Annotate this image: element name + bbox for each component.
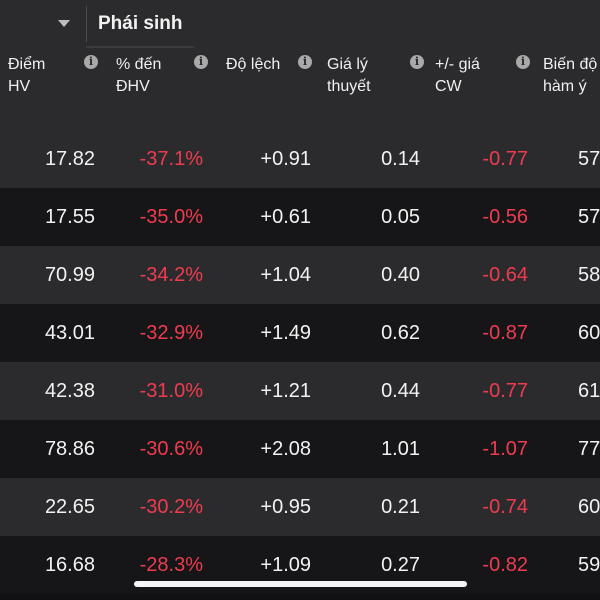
table-row[interactable]: 17.82 -37.1% +0.91 0.14 -0.77 57 bbox=[0, 130, 600, 188]
cell-bien-do: 59 bbox=[578, 554, 600, 576]
cell-gia-cw: -0.64 bbox=[482, 264, 528, 286]
cell-bien-do: 61 bbox=[578, 380, 600, 402]
column-header-line: HV bbox=[8, 78, 31, 95]
cell-do-lech: +0.95 bbox=[260, 496, 311, 518]
cell-do-lech: +0.91 bbox=[260, 148, 311, 170]
cell-gia-cw: -0.74 bbox=[482, 496, 528, 518]
cell-bien-do: 57 bbox=[578, 148, 600, 170]
column-header-line: ĐHV bbox=[116, 78, 150, 95]
column-header-line: % đến bbox=[116, 56, 162, 73]
home-indicator[interactable] bbox=[134, 581, 467, 587]
cell-pct-dhv: -30.6% bbox=[139, 438, 203, 460]
cell-gia-ly-thuyet: 0.62 bbox=[381, 322, 420, 344]
column-header-line: thuyết bbox=[327, 78, 371, 95]
cell-do-lech: +1.49 bbox=[260, 322, 311, 344]
cell-gia-cw: -0.77 bbox=[482, 380, 528, 402]
cell-gia-ly-thuyet: 0.27 bbox=[381, 554, 420, 576]
cell-do-lech: +0.61 bbox=[260, 206, 311, 228]
table-row[interactable]: 70.99 -34.2% +1.04 0.40 -0.64 58 bbox=[0, 246, 600, 304]
cell-bien-do: 57 bbox=[578, 206, 600, 228]
cell-diem-hv: 78.86 bbox=[44, 438, 95, 460]
column-header-line: Điểm bbox=[8, 56, 46, 73]
column-header-do-lech[interactable]: Độ lệch bbox=[226, 54, 280, 76]
cell-pct-dhv: -32.9% bbox=[139, 322, 203, 344]
cell-diem-hv: 16.68 bbox=[44, 554, 95, 576]
cell-gia-ly-thuyet: 0.14 bbox=[381, 148, 420, 170]
cell-diem-hv: 42.38 bbox=[44, 380, 95, 402]
column-header-gia-ly-thuyet[interactable]: Giá lý thuyết bbox=[327, 54, 371, 98]
table-row[interactable]: 17.55 -35.0% +0.61 0.05 -0.56 57 bbox=[0, 188, 600, 246]
tab-divider bbox=[86, 6, 87, 42]
cell-pct-dhv: -30.2% bbox=[139, 496, 203, 518]
table-body: 17.82 -37.1% +0.91 0.14 -0.77 57 17.55 -… bbox=[0, 130, 600, 594]
info-icon[interactable]: i bbox=[516, 55, 530, 69]
column-header-line: Biến độ bbox=[543, 56, 598, 73]
info-icon[interactable]: i bbox=[194, 55, 208, 69]
cell-do-lech: +1.09 bbox=[260, 554, 311, 576]
cell-gia-ly-thuyet: 1.01 bbox=[381, 438, 420, 460]
table-row[interactable]: 22.65 -30.2% +0.95 0.21 -0.74 60 bbox=[0, 478, 600, 536]
cell-gia-ly-thuyet: 0.21 bbox=[381, 496, 420, 518]
cell-do-lech: +2.08 bbox=[260, 438, 311, 460]
column-header-pct-dhv[interactable]: % đến ĐHV bbox=[116, 54, 161, 98]
cell-diem-hv: 43.01 bbox=[44, 322, 95, 344]
info-icon[interactable]: i bbox=[84, 55, 98, 69]
cell-bien-do: 58 bbox=[578, 264, 600, 286]
cell-gia-cw: -0.82 bbox=[482, 554, 528, 576]
table-header: Điểm HV i % đến ĐHV i Độ lệch i Giá lý t… bbox=[0, 48, 600, 130]
cell-diem-hv: 17.82 bbox=[44, 148, 95, 170]
cell-do-lech: +1.04 bbox=[260, 264, 311, 286]
cell-gia-ly-thuyet: 0.05 bbox=[381, 206, 420, 228]
column-header-line: +/- giá bbox=[435, 56, 480, 73]
cell-gia-ly-thuyet: 0.44 bbox=[381, 380, 420, 402]
cell-pct-dhv: -31.0% bbox=[139, 380, 203, 402]
cell-diem-hv: 22.65 bbox=[44, 496, 95, 518]
cell-gia-cw: -0.56 bbox=[482, 206, 528, 228]
info-icon[interactable]: i bbox=[298, 55, 312, 69]
cell-pct-dhv: -37.1% bbox=[139, 148, 203, 170]
tab-underline bbox=[86, 46, 194, 48]
table-row[interactable]: 43.01 -32.9% +1.49 0.62 -0.87 60 bbox=[0, 304, 600, 362]
table-row[interactable]: 42.38 -31.0% +1.21 0.44 -0.77 61 bbox=[0, 362, 600, 420]
cell-bien-do: 60 bbox=[578, 322, 600, 344]
cell-diem-hv: 17.55 bbox=[44, 206, 95, 228]
cell-bien-do: 60 bbox=[578, 496, 600, 518]
tab-phai-sinh[interactable]: Phái sinh bbox=[98, 13, 183, 34]
cell-diem-hv: 70.99 bbox=[44, 264, 95, 286]
cell-pct-dhv: -35.0% bbox=[139, 206, 203, 228]
top-tab-bar: Phái sinh bbox=[0, 0, 600, 48]
cell-do-lech: +1.21 bbox=[260, 380, 311, 402]
column-header-line: hàm ý bbox=[543, 78, 587, 95]
cell-gia-cw: -0.87 bbox=[482, 322, 528, 344]
cell-pct-dhv: -28.3% bbox=[139, 554, 203, 576]
cell-bien-do: 77 bbox=[578, 438, 600, 460]
cell-pct-dhv: -34.2% bbox=[139, 264, 203, 286]
cell-gia-ly-thuyet: 0.40 bbox=[381, 264, 420, 286]
cell-gia-cw: -1.07 bbox=[482, 438, 528, 460]
column-header-line: Độ lệch bbox=[226, 56, 281, 73]
column-header-line: Giá lý bbox=[327, 56, 368, 73]
cell-gia-cw: -0.77 bbox=[482, 148, 528, 170]
column-header-bien-do-ham-y[interactable]: Biến độ hàm ý bbox=[543, 54, 597, 98]
column-header-diem-hv[interactable]: Điểm HV bbox=[8, 54, 45, 98]
table-row[interactable]: 78.86 -30.6% +2.08 1.01 -1.07 77 bbox=[0, 420, 600, 478]
chevron-down-icon[interactable] bbox=[58, 20, 70, 27]
info-icon[interactable]: i bbox=[410, 55, 424, 69]
column-header-gia-cw[interactable]: +/- giá CW bbox=[435, 54, 480, 98]
column-header-line: CW bbox=[435, 78, 462, 95]
